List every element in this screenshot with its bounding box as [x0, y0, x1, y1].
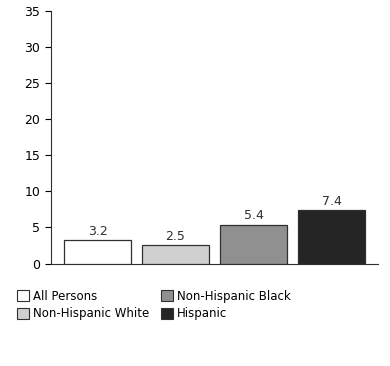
Text: 3.2: 3.2	[88, 225, 107, 238]
Text: 7.4: 7.4	[322, 195, 341, 208]
Bar	[298, 210, 365, 264]
Bar	[220, 225, 287, 264]
Bar	[142, 246, 209, 264]
Legend: All Persons, Non-Hispanic White, Non-Hispanic Black, Hispanic: All Persons, Non-Hispanic White, Non-His…	[17, 290, 291, 320]
Bar	[64, 240, 131, 264]
Text: 2.5: 2.5	[166, 230, 185, 243]
Text: 5.4: 5.4	[244, 209, 263, 223]
